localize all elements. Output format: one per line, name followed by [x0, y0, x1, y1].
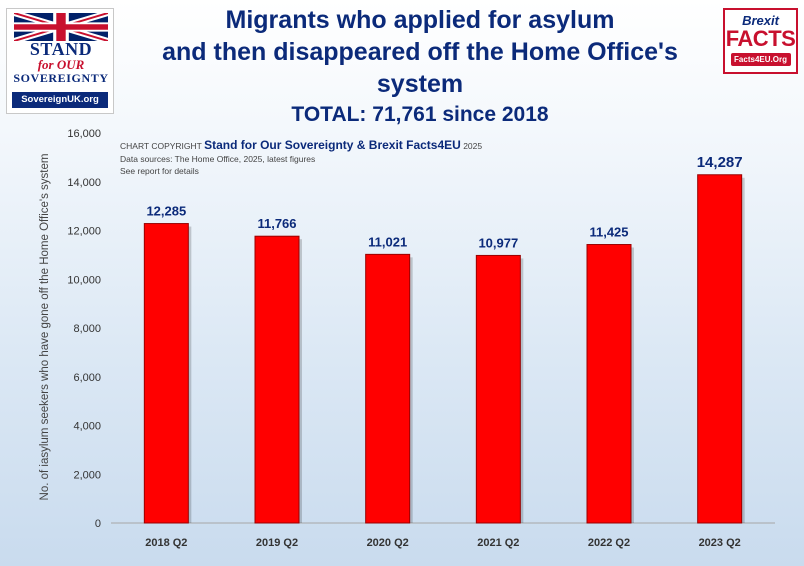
logo-stand-text: STAND: [29, 39, 93, 59]
bar: [586, 244, 632, 524]
chart-title-line-2: and then disappeared off the Home Office…: [162, 38, 678, 98]
y-tick-label: 2,000: [73, 469, 101, 481]
logo-sovereignty-text: SOVEREIGNTY: [13, 71, 109, 85]
logo-facts-url: Facts4EU.Org: [730, 53, 791, 66]
data-label: 11,766: [257, 216, 296, 231]
report-note: See report for details: [120, 166, 199, 176]
y-tick-label: 16,000: [67, 128, 101, 140]
y-tick-label: 6,000: [73, 372, 101, 384]
x-tick-label: 2023 Q2: [699, 537, 741, 549]
bar: [697, 174, 743, 524]
y-tick-label: 0: [95, 518, 101, 530]
chart-title-block: Migrants who applied for asylum and then…: [120, 4, 720, 129]
bar: [365, 253, 411, 524]
y-tick-label: 12,000: [67, 226, 101, 238]
brexit-facts-logo: Brexit FACTS Facts4EU.Org: [723, 8, 798, 74]
x-tick-label: 2022 Q2: [588, 537, 630, 549]
data-label: 10,977: [478, 235, 518, 250]
x-tick-label: 2018 Q2: [145, 537, 187, 549]
copyright-owners: Stand for Our Sovereignty & Brexit Facts…: [204, 138, 461, 152]
copyright-prefix: CHART COPYRIGHT: [120, 141, 202, 151]
y-tick-label: 8,000: [73, 323, 101, 335]
data-label: 11,021: [368, 234, 407, 249]
y-tick-label: 14,000: [67, 177, 101, 189]
union-jack-icon: [14, 13, 108, 41]
y-tick-label: 10,000: [67, 274, 101, 286]
logo-facts-text: FACTS: [725, 26, 796, 51]
data-label: 11,425: [589, 225, 628, 240]
copyright-line: CHART COPYRIGHT Stand for Our Sovereignt…: [120, 138, 482, 153]
x-tick-label: 2019 Q2: [256, 537, 298, 549]
data-sources-note: Data sources: The Home Office, 2025, lat…: [120, 154, 316, 164]
y-tick-label: 4,000: [73, 421, 101, 433]
data-label: 14,287: [697, 154, 743, 171]
logo-url-text: SovereignUK.org: [12, 92, 108, 108]
logo-brexit-text: Brexit: [742, 13, 779, 28]
chart-total: TOTAL: 71,761 since 2018: [291, 103, 549, 126]
stand-for-our-sovereignty-logo: STAND for OUR SOVEREIGNTY SovereignUK.or…: [6, 8, 114, 114]
copyright-year: 2025: [463, 141, 483, 151]
bar: [143, 223, 189, 524]
y-axis-label: No. of iasylum seekers who have gone off…: [39, 153, 51, 501]
x-tick-label: 2021 Q2: [477, 537, 519, 549]
bar: [254, 235, 300, 524]
logo-for-our-text: for OUR: [37, 57, 85, 72]
chart-credit: CHART COPYRIGHT Stand for Our Sovereignt…: [120, 138, 482, 177]
chart-title-line-1: Migrants who applied for asylum: [225, 6, 615, 34]
bar: [475, 254, 521, 524]
x-tick-label: 2020 Q2: [367, 537, 409, 549]
data-label: 12,285: [146, 204, 186, 219]
